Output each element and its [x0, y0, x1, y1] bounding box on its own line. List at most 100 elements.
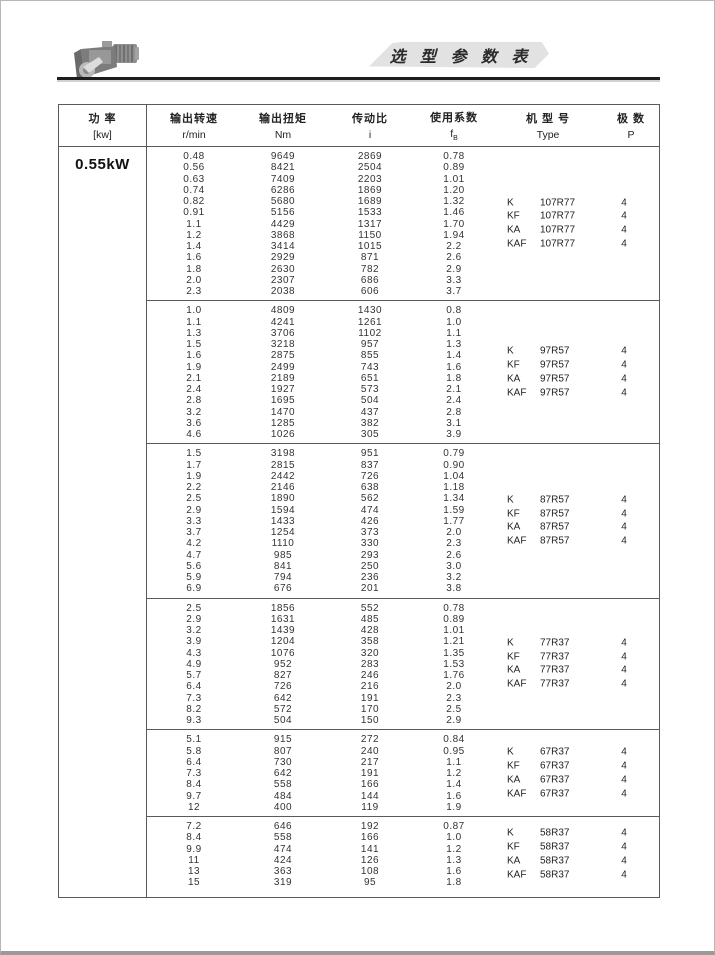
poles-value: 4	[621, 373, 627, 385]
poles-value: 4	[621, 197, 627, 209]
factor-cell: 0.90	[443, 459, 465, 471]
torque-cell: 572	[273, 703, 293, 715]
speed-cell: 1.1	[186, 316, 202, 328]
ratio-cell: 373	[360, 527, 380, 538]
model-prefix: KF	[507, 841, 520, 853]
speed-cell: 8.4	[186, 832, 202, 844]
ratio-cell: 192	[360, 821, 380, 832]
page-title: 选 型 参 数 表	[389, 49, 533, 66]
ratio-group: 1.5 3198 951 0.79 1.7 2815 837 0.90 1.9 2442 726 1.…	[147, 443, 659, 597]
table-row: 4.9 952 283 1.53	[147, 659, 659, 670]
table-row: 8.4 558 166 1.4	[147, 779, 659, 790]
speed-cell: 2.1	[186, 372, 202, 384]
ratio-cell: 957	[360, 339, 380, 350]
model-line: KF 67R37 4	[507, 759, 644, 773]
speed-cell: 2.4	[186, 384, 202, 395]
speed-cell: 8.4	[186, 779, 202, 791]
model-code: 58R37	[540, 841, 570, 853]
ratio-cell: 144	[360, 790, 380, 802]
factor-cell: 3.7	[446, 286, 462, 297]
speed-cell: 1.3	[186, 327, 202, 339]
factor-cell: 3.9	[446, 429, 462, 440]
model-code: 87R57	[540, 508, 570, 520]
torque-cell: 952	[273, 658, 293, 670]
ratio-cell: 150	[360, 715, 380, 726]
table-row: 0.91 5156 1533 1.46	[147, 207, 659, 218]
factor-cell: 0.95	[443, 745, 465, 757]
model-prefix: KAF	[507, 535, 527, 547]
factor-cell: 1.1	[446, 756, 462, 768]
model-prefix: KA	[507, 521, 521, 533]
poles-value: 4	[621, 210, 627, 222]
speed-cell: 7.3	[186, 768, 202, 779]
poles-value: 4	[621, 678, 627, 690]
power-value: 0.55kW	[75, 156, 130, 173]
torque-cell: 319	[273, 877, 293, 889]
factor-cell: 1.77	[443, 515, 465, 527]
ratio-group: 1.0 4809 1430 0.8 1.1 4241 1261 1.0 1.3 3706 1102 1…	[147, 300, 659, 443]
factor-cell: 2.3	[446, 538, 462, 550]
speed-cell: 4.3	[186, 647, 202, 659]
factor-cell: 1.59	[443, 504, 465, 516]
speed-cell: 2.3	[186, 286, 202, 297]
table-row: 2.0 2307 686 3.3	[147, 275, 659, 286]
model-code: 107R77	[540, 238, 576, 250]
table-body: 0.55kW 0.48 9649 2869 0.78 0.56 8421 2504 0.89 0…	[59, 147, 659, 897]
ratio-cell: 1533	[357, 207, 383, 219]
poles-value: 4	[621, 637, 627, 649]
table-row: 1.7 2815 837 0.90	[147, 460, 659, 471]
model-prefix: KF	[507, 651, 520, 663]
model-prefix: KAF	[507, 238, 527, 250]
speed-cell: 4.6	[186, 429, 202, 440]
ratio-cell: 240	[360, 745, 380, 757]
ratio-cell: 474	[360, 504, 380, 516]
speed-cell: 7.2	[186, 821, 202, 832]
torque-cell: 915	[273, 734, 293, 746]
model-line: KF 97R57 4	[507, 358, 644, 372]
factor-cell: 2.9	[446, 263, 462, 275]
model-code: 67R37	[540, 746, 570, 758]
speed-cell: 13	[187, 866, 201, 877]
table-row: 7.2 646 192 0.87	[147, 821, 659, 832]
ratio-cell: 191	[360, 768, 380, 779]
model-code: 97R57	[540, 373, 570, 385]
factor-cell: 1.8	[446, 372, 462, 384]
model-line: KF 87R57 4	[507, 507, 644, 521]
ratio-cell: 428	[360, 625, 380, 636]
torque-cell: 3868	[270, 229, 296, 241]
ratio-cell: 855	[360, 350, 380, 362]
torque-cell: 363	[273, 866, 293, 877]
ratio-cell: 437	[360, 406, 380, 418]
torque-cell: 827	[273, 670, 293, 681]
model-line: K 107R77 4	[507, 196, 644, 210]
factor-cell: 1.46	[443, 207, 465, 219]
model-line: KA 77R37 4	[507, 664, 644, 678]
table-row: 3.3 1433 426 1.77	[147, 516, 659, 527]
table-row: 6.4 726 216 2.0	[147, 681, 659, 692]
poles-value: 4	[621, 521, 627, 533]
model-code: 77R37	[540, 664, 570, 676]
speed-cell: 1.9	[186, 470, 202, 482]
torque-cell: 8421	[270, 162, 296, 174]
factor-cell: 1.34	[443, 493, 465, 505]
model-prefix: KF	[507, 508, 520, 520]
torque-cell: 424	[273, 854, 293, 866]
factor-cell: 2.5	[446, 703, 462, 715]
speed-cell: 5.7	[186, 670, 202, 681]
ratio-cell: 305	[360, 429, 380, 440]
speed-cell: 3.2	[186, 406, 202, 418]
factor-cell: 1.35	[443, 647, 465, 659]
table-row: 2.3 2038 606 3.7	[147, 286, 659, 297]
poles-value: 4	[621, 345, 627, 357]
table-row: 1.6 2929 871 2.6	[147, 252, 659, 263]
ratio-cell: 562	[360, 493, 380, 505]
factor-cell: 1.4	[446, 350, 462, 362]
ratio-cell: 95	[363, 877, 377, 889]
table-row: 13 363 108 1.6	[147, 866, 659, 877]
factor-cell: 1.20	[443, 184, 465, 196]
model-prefix: KF	[507, 760, 520, 772]
ratio-cell: 293	[360, 549, 380, 561]
torque-cell: 726	[273, 681, 293, 693]
speed-cell: 3.6	[186, 417, 202, 429]
table-row: 5.1 915 272 0.84	[147, 734, 659, 745]
